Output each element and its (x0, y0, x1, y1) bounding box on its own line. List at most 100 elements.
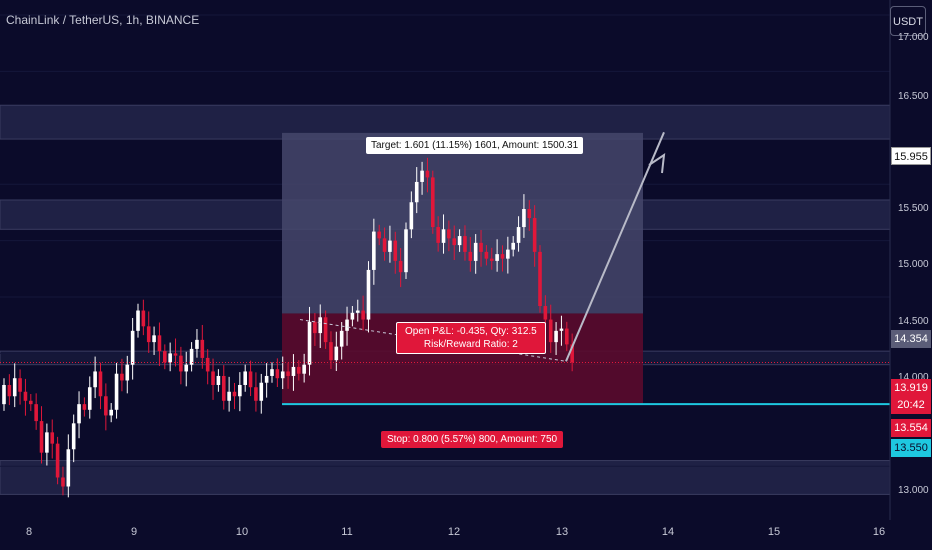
symbol-title[interactable]: ChainLink / TetherUS, 1h, BINANCE (6, 13, 200, 27)
candle-body (205, 357, 210, 372)
candle-body (173, 353, 178, 356)
candle-down (173, 338, 178, 367)
candle-body (318, 317, 323, 334)
candle-body (559, 328, 564, 331)
candle-body (120, 373, 124, 381)
candle-body (463, 236, 467, 252)
candle-up (388, 225, 392, 263)
y-tick-17000: 17.000 (898, 32, 929, 43)
candle-up (189, 342, 194, 372)
candle-body (77, 404, 81, 424)
candle-body (548, 319, 553, 343)
x-tick-10: 10 (235, 526, 249, 538)
candle-body (98, 371, 103, 397)
candle-body (232, 391, 237, 397)
entry-price-tag: 14.354 (891, 330, 931, 348)
risk-reward-label: Risk/Reward Ratio: 2 (423, 339, 518, 350)
candle-down (382, 227, 387, 261)
candle-up (366, 261, 371, 333)
x-tick-8: 8 (25, 526, 33, 538)
candle-body (7, 384, 12, 397)
candle-body (522, 209, 526, 228)
candle-up (77, 391, 81, 439)
target-label[interactable]: Target: 1.601 (11.15%) 1601, Amount: 150… (366, 137, 584, 154)
candle-body (152, 335, 156, 343)
candle-down (565, 321, 569, 352)
candle-body (243, 371, 247, 385)
y-tick-15500: 15.500 (898, 203, 929, 214)
candle-down (538, 245, 542, 313)
x-tick-11: 11 (341, 526, 353, 538)
candle-up (409, 191, 414, 239)
drawing-overlays[interactable] (0, 131, 890, 406)
x-tick-15: 15 (767, 526, 781, 538)
candle-body (441, 229, 446, 243)
candle-body (452, 238, 457, 246)
candle-down (232, 382, 237, 410)
candle-body (61, 477, 65, 487)
candle-up (130, 317, 135, 380)
candle-up (168, 342, 172, 372)
candle-body (275, 369, 280, 379)
candle-body (297, 366, 301, 374)
candle-body (302, 364, 306, 374)
candle-up (420, 161, 424, 195)
candle-up (2, 378, 6, 411)
candle-down (313, 313, 317, 346)
candle-body (109, 409, 113, 416)
target-price-tag: 15.955 (891, 147, 931, 165)
candle-body (355, 310, 360, 313)
candle-down (163, 344, 167, 370)
candle-body (372, 231, 376, 270)
candlestick-series[interactable] (2, 157, 574, 498)
candle-up (441, 214, 446, 254)
candle-up (307, 306, 312, 376)
projection-arrowhead (648, 152, 666, 174)
candle-up (216, 369, 221, 392)
candle-body (398, 260, 403, 273)
candle-down (489, 247, 494, 270)
candle-up (511, 236, 515, 257)
candle-down (179, 346, 183, 385)
candle-down (323, 310, 328, 349)
candle-up (238, 372, 242, 412)
y-tick-16500: 16.500 (898, 91, 929, 102)
candle-body (570, 344, 574, 363)
candle-up (93, 356, 97, 399)
candle-up (355, 299, 360, 322)
candle-down (377, 224, 381, 246)
y-tick-15000: 15.000 (898, 259, 929, 270)
candle-up (114, 362, 119, 419)
x-tick-13: 13 (555, 526, 569, 538)
candle-down (398, 248, 403, 288)
candle-body (393, 240, 398, 261)
current-price-tag: 13.919 (891, 379, 931, 397)
candle-up (227, 376, 231, 412)
candle-down (527, 200, 532, 231)
candle-down (141, 299, 146, 336)
pnl-box[interactable]: Open P&L: -0.435, Qty: 312.5 Risk/Reward… (396, 322, 546, 354)
candle-up (414, 167, 419, 214)
candle-body (248, 371, 253, 388)
candle-body (259, 382, 264, 401)
candle-body (125, 364, 130, 381)
candle-down (431, 170, 435, 234)
candle-body (339, 330, 344, 347)
candle-body (313, 321, 317, 334)
candle-body (473, 242, 478, 261)
currency-button[interactable]: USDT (890, 6, 926, 36)
candle-up (457, 229, 462, 252)
candle-down (484, 245, 489, 266)
open-pnl-label: Open P&L: -0.435, Qty: 312.5 (405, 326, 537, 337)
stop-label[interactable]: Stop: 0.800 (5.57%) 800, Amount: 750 (381, 431, 564, 448)
candle-up (318, 304, 323, 348)
bar-countdown: 20:42 (891, 396, 931, 414)
candle-body (532, 218, 537, 252)
candle-up (334, 331, 339, 371)
candle-up (372, 218, 376, 285)
candle-body (436, 227, 440, 243)
candle-up (87, 376, 92, 419)
candle-body (468, 251, 473, 261)
candle-body (55, 443, 60, 478)
